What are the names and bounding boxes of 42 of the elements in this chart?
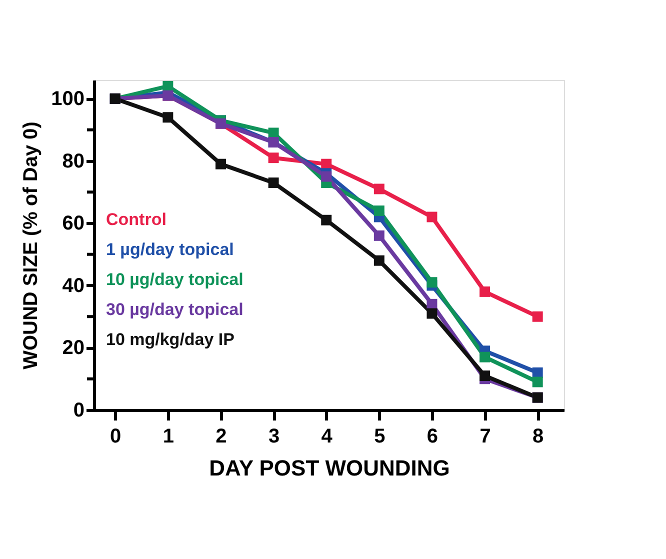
point [532,311,543,322]
y-axis-title: WOUND SIZE (% of Day 0) [20,122,42,370]
text: 10 mg/kg/day IP [106,330,234,349]
text: Control [106,210,166,229]
x-tick-label: 1 [162,426,174,448]
y-tick-label: 80 [62,150,84,172]
point [374,230,384,241]
point [426,212,438,222]
point [480,352,490,362]
point [268,152,279,164]
text: 1 µg/day topical [106,240,234,259]
point [268,177,279,188]
point [162,80,174,92]
point [426,277,438,288]
point [480,286,490,297]
point [480,370,490,381]
x-tick-label: 2 [216,426,227,448]
x-tick-label: 0 [110,426,122,448]
x-tick-label: 6 [426,426,438,448]
point [268,128,279,138]
point [321,214,332,226]
y-tick-label: 20 [62,337,84,360]
y-tick-label: 100 [51,88,84,110]
point [216,158,226,170]
x-tick-label: 8 [532,426,544,448]
point [532,376,543,388]
text: 10 µg/day topical [106,270,244,289]
point [374,184,384,194]
y-tick-label: 0 [73,400,84,422]
x-tick-label: 4 [321,426,334,448]
point [374,206,384,216]
point [374,255,384,266]
point [426,308,438,319]
point [321,171,332,182]
y-tick-label: 40 [62,274,84,297]
x-tick-label: 7 [480,426,491,448]
x-axis-title: DAY POST WOUNDING [209,456,450,480]
x-tick-label: 5 [374,426,386,448]
point [162,112,174,123]
y-tick-label: 60 [62,212,84,235]
x-tick-label: 3 [268,426,280,448]
text: 30 µg/day topical [106,300,244,319]
